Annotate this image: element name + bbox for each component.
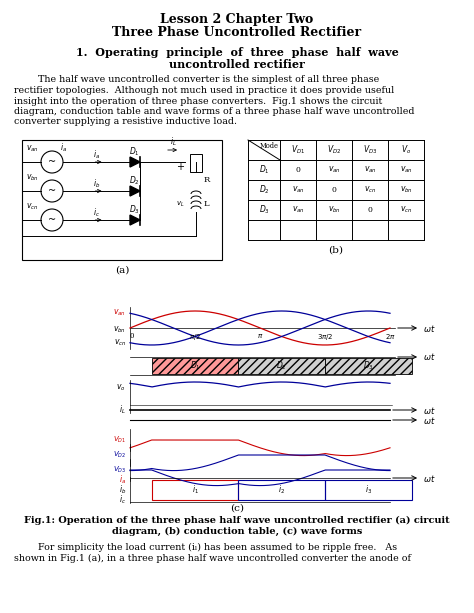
Polygon shape	[130, 186, 140, 196]
Text: 0: 0	[331, 186, 337, 194]
Text: $2\pi$: $2\pi$	[384, 332, 395, 341]
Text: 0: 0	[367, 206, 373, 214]
Text: $v_{cn}$: $v_{cn}$	[113, 338, 126, 348]
Text: $i_L$: $i_L$	[170, 135, 176, 148]
Text: The half wave uncontrolled converter is the simplest of all three phase: The half wave uncontrolled converter is …	[14, 75, 379, 85]
Bar	[238, 358, 325, 374]
Text: $D_3$: $D_3$	[258, 204, 269, 216]
Text: (c): (c)	[230, 503, 244, 512]
Text: $\omega t$: $\omega t$	[423, 414, 436, 425]
Text: (a): (a)	[115, 265, 129, 275]
Text: $\omega t$: $\omega t$	[423, 351, 436, 362]
Bar	[190, 154, 202, 172]
Text: $i_b$: $i_b$	[93, 178, 100, 190]
Text: $i_L$: $i_L$	[119, 404, 126, 416]
Text: $i_a$: $i_a$	[119, 474, 126, 486]
Text: $v_{an}$: $v_{an}$	[400, 165, 412, 175]
Text: $v_{an}$: $v_{an}$	[364, 165, 376, 175]
Text: $v_{bn}$: $v_{bn}$	[328, 205, 340, 215]
Text: $i_c$: $i_c$	[119, 493, 126, 506]
Text: 0: 0	[296, 166, 301, 174]
Text: $i_a$: $i_a$	[60, 142, 67, 154]
Text: Fig.1: Operation of the three phase half wave uncontrolled rectifier (a) circuit: Fig.1: Operation of the three phase half…	[24, 516, 450, 525]
Text: $D_3$: $D_3$	[363, 360, 374, 372]
Text: rectifier topologies.  Although not much used in practice it does provide useful: rectifier topologies. Although not much …	[14, 86, 394, 95]
Text: $v_{bn}$: $v_{bn}$	[26, 173, 39, 183]
Text: $V_{D3}$: $V_{D3}$	[113, 465, 126, 475]
Text: $V_{D1}$: $V_{D1}$	[113, 435, 126, 445]
Text: $v_{cn}$: $v_{cn}$	[400, 205, 412, 215]
Text: $i_a$: $i_a$	[93, 149, 100, 161]
Text: $V_{D2}$: $V_{D2}$	[327, 144, 341, 156]
Text: $\omega t$: $\omega t$	[423, 473, 436, 484]
Text: $v_{an}$: $v_{an}$	[113, 308, 126, 318]
Text: insight into the operation of three phase converters.  Fig.1 shows the circuit: insight into the operation of three phas…	[14, 96, 382, 105]
Text: For simplicity the load current (iₗ) has been assumed to be ripple free.   As: For simplicity the load current (iₗ) has…	[14, 543, 397, 552]
Text: $\pi$: $\pi$	[257, 332, 263, 340]
Text: L: L	[204, 200, 210, 208]
Text: $v_{cn}$: $v_{cn}$	[26, 202, 38, 212]
Text: $i_3$: $i_3$	[365, 484, 372, 497]
Bar	[152, 358, 238, 374]
Text: diagram, (b) conduction table, (c) wave forms: diagram, (b) conduction table, (c) wave …	[112, 527, 362, 536]
Text: ~: ~	[48, 186, 56, 196]
Text: $V_{D1}$: $V_{D1}$	[291, 144, 305, 156]
Bar	[22, 140, 222, 260]
Text: $v_o$: $v_o$	[117, 383, 126, 394]
Text: ~: ~	[48, 215, 56, 225]
Text: $v_{bn}$: $v_{bn}$	[113, 325, 126, 335]
Text: $V_{D2}$: $V_{D2}$	[113, 450, 126, 460]
Text: $v_{an}$: $v_{an}$	[292, 205, 304, 215]
Text: $v_{bn}$: $v_{bn}$	[400, 185, 412, 196]
Text: $3\pi/2$: $3\pi/2$	[317, 332, 333, 342]
Polygon shape	[130, 215, 140, 225]
Polygon shape	[130, 157, 140, 167]
Text: Three Phase Uncontrolled Rectifier: Three Phase Uncontrolled Rectifier	[112, 26, 362, 39]
Text: $v_{cn}$: $v_{cn}$	[364, 185, 376, 196]
Bar	[325, 480, 411, 500]
Text: 1.  Operating  principle  of  three  phase  half  wave: 1. Operating principle of three phase ha…	[76, 47, 398, 58]
Text: $i_2$: $i_2$	[278, 484, 285, 497]
Text: (b): (b)	[328, 245, 344, 254]
Text: $i_c$: $i_c$	[93, 207, 100, 219]
Text: $D_3$: $D_3$	[128, 204, 139, 216]
Text: $v_{an}$: $v_{an}$	[328, 165, 340, 175]
Text: $v_{an}$: $v_{an}$	[292, 185, 304, 196]
Text: Mode: Mode	[259, 142, 278, 150]
Text: $\omega t$: $\omega t$	[423, 405, 436, 416]
Bar	[238, 480, 325, 500]
Text: 0: 0	[130, 332, 134, 340]
Text: $D_2$: $D_2$	[128, 175, 139, 187]
Text: converter supplying a resistive inductive load.: converter supplying a resistive inductiv…	[14, 118, 237, 126]
Text: diagram, conduction table and wave forms of a three phase half wave uncontrolled: diagram, conduction table and wave forms…	[14, 107, 414, 116]
Text: $\omega t$: $\omega t$	[423, 322, 436, 333]
Text: $D_1$: $D_1$	[128, 146, 139, 158]
Text: $D_2$: $D_2$	[276, 360, 287, 372]
Text: $V_o$: $V_o$	[401, 144, 411, 156]
Text: $i_1$: $i_1$	[191, 484, 199, 497]
Text: ~: ~	[48, 157, 56, 167]
Text: $v_L$: $v_L$	[176, 199, 185, 208]
Text: shown in Fig.1 (a), in a three phase half wave uncontrolled converter the anode : shown in Fig.1 (a), in a three phase hal…	[14, 554, 411, 563]
Text: +: +	[176, 162, 184, 172]
Bar	[152, 480, 238, 500]
Text: $D_1$: $D_1$	[259, 164, 269, 177]
Text: $D_2$: $D_2$	[259, 184, 269, 196]
Text: $D_1$: $D_1$	[190, 360, 201, 372]
Text: $i_b$: $i_b$	[118, 484, 126, 497]
Text: $\pi/2$: $\pi/2$	[189, 332, 201, 342]
Text: Lesson 2 Chapter Two: Lesson 2 Chapter Two	[160, 13, 314, 26]
Text: $V_{D3}$: $V_{D3}$	[363, 144, 377, 156]
Text: uncontrolled rectifier: uncontrolled rectifier	[169, 58, 305, 69]
Text: R: R	[204, 176, 210, 184]
Bar	[325, 358, 411, 374]
Text: $v_{an}$: $v_{an}$	[26, 144, 39, 154]
